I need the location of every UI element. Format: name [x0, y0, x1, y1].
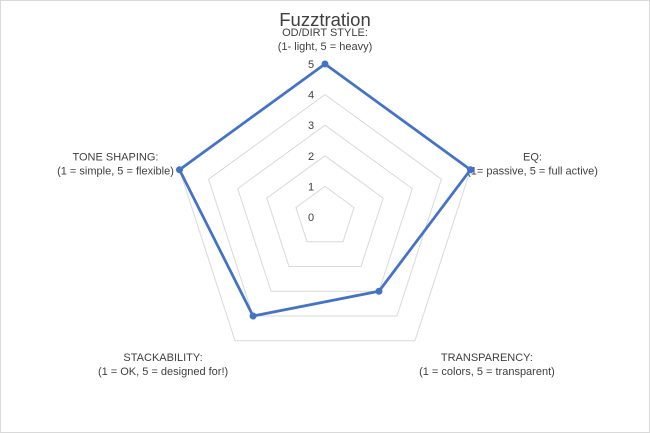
axis-label-title-1: EQ:: [523, 152, 542, 164]
chart-title: Fuzztration: [279, 9, 371, 30]
tick-label: 4: [308, 90, 314, 102]
data-point-2: [375, 287, 383, 295]
tick-label: 0: [308, 212, 314, 224]
tick-label: 5: [308, 59, 314, 71]
data-point-1: [467, 166, 475, 174]
grid-layer: [178, 63, 472, 342]
data-point-0: [321, 60, 329, 68]
series-layer: [175, 60, 475, 320]
gridline-level-2: [266, 155, 384, 268]
gridline-level-3: [237, 124, 413, 292]
axis-label-layer: OD/DIRT STYLE: (1- light, 5 = heavy) EQ: (1…: [57, 27, 598, 378]
gridline-level-1: [295, 185, 355, 243]
axis-label-scale-2: (1 = colors, 5 = transparent): [419, 366, 555, 378]
data-point-4: [175, 166, 183, 174]
tick-label: 1: [308, 181, 314, 193]
axis-label-scale-1: (1= passive, 5 = full active): [467, 166, 598, 178]
data-point-3: [249, 312, 257, 320]
axis-label-scale-3: (1 = OK, 5 = designed for!): [98, 366, 228, 378]
axis-label-title-4: TONE SHAPING:: [72, 152, 158, 164]
axis-label-scale-4: (1 = simple, 5 = flexible): [57, 166, 174, 178]
tick-label: 2: [308, 151, 314, 163]
axis-label-title-2: TRANSPARENCY:: [441, 352, 533, 364]
tick-label: 3: [308, 120, 314, 132]
axis-label-title-3: STACKABILITY:: [123, 352, 202, 364]
tick-layer: 0 1 2 3 4 5: [308, 59, 314, 224]
gridline-level-4: [208, 93, 442, 317]
axis-label-title-0: OD/DIRT STYLE:: [282, 27, 368, 39]
series-line-0: [178, 62, 472, 318]
gridline-level-5: [178, 63, 472, 342]
axis-label-scale-0: (1- light, 5 = heavy): [278, 41, 372, 53]
